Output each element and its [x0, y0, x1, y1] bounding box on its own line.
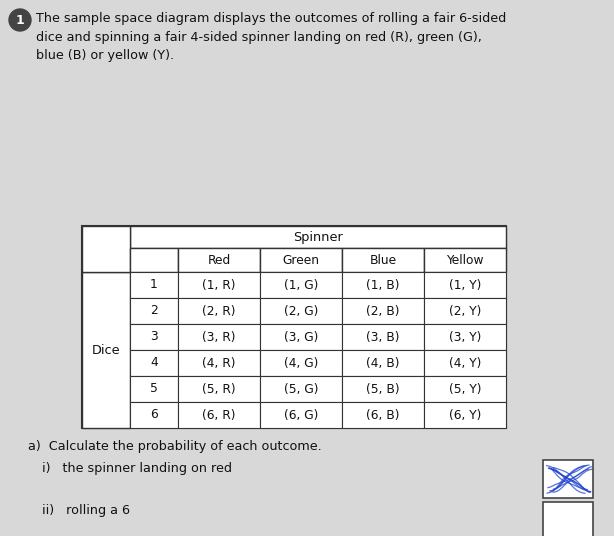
Text: i)   the spinner landing on red: i) the spinner landing on red: [42, 462, 232, 475]
Bar: [178, 298, 260, 324]
Text: 4: 4: [150, 356, 158, 369]
Bar: [130, 248, 178, 272]
Text: (4, B): (4, B): [366, 356, 400, 369]
Bar: [424, 350, 506, 376]
Text: (1, B): (1, B): [366, 279, 400, 292]
Circle shape: [9, 9, 31, 31]
Text: (3, B): (3, B): [366, 331, 400, 344]
Text: (5, B): (5, B): [366, 383, 400, 396]
Bar: [260, 248, 342, 272]
Text: (1, R): (1, R): [202, 279, 236, 292]
Text: (1, Y): (1, Y): [449, 279, 481, 292]
Text: 1: 1: [15, 13, 25, 26]
Bar: [130, 226, 506, 248]
Bar: [178, 248, 260, 272]
Text: (2, B): (2, B): [366, 304, 400, 317]
Text: (6, R): (6, R): [202, 408, 236, 421]
Bar: [424, 298, 506, 324]
Text: 6: 6: [150, 408, 158, 421]
Text: a)  Calculate the probability of each outcome.: a) Calculate the probability of each out…: [28, 440, 322, 453]
Text: (3, R): (3, R): [202, 331, 236, 344]
Text: (4, Y): (4, Y): [449, 356, 481, 369]
Text: (3, G): (3, G): [284, 331, 318, 344]
Bar: [424, 324, 506, 350]
Text: (2, Y): (2, Y): [449, 304, 481, 317]
Bar: [260, 376, 342, 402]
Text: (5, G): (5, G): [284, 383, 318, 396]
Text: 3: 3: [150, 331, 158, 344]
Bar: [82, 226, 130, 272]
Bar: [543, 502, 593, 536]
Text: (5, Y): (5, Y): [449, 383, 481, 396]
Text: (2, G): (2, G): [284, 304, 318, 317]
Bar: [342, 324, 424, 350]
Text: 1: 1: [150, 279, 158, 292]
Bar: [260, 272, 342, 298]
Bar: [424, 272, 506, 298]
Bar: [260, 350, 342, 376]
Text: Spinner: Spinner: [293, 230, 343, 243]
Text: (5, R): (5, R): [202, 383, 236, 396]
Bar: [130, 298, 178, 324]
Bar: [130, 324, 178, 350]
Bar: [130, 402, 178, 428]
Bar: [260, 324, 342, 350]
Text: (4, G): (4, G): [284, 356, 318, 369]
Text: (4, R): (4, R): [202, 356, 236, 369]
Bar: [342, 350, 424, 376]
Bar: [342, 376, 424, 402]
Bar: [260, 298, 342, 324]
Bar: [424, 402, 506, 428]
Bar: [82, 272, 130, 428]
Bar: [130, 272, 178, 298]
Bar: [342, 248, 424, 272]
Text: Dice: Dice: [91, 344, 120, 356]
Text: Green: Green: [282, 254, 319, 266]
Text: (6, Y): (6, Y): [449, 408, 481, 421]
Text: (3, Y): (3, Y): [449, 331, 481, 344]
Bar: [342, 298, 424, 324]
Text: Yellow: Yellow: [446, 254, 484, 266]
Bar: [178, 402, 260, 428]
Text: Blue: Blue: [370, 254, 397, 266]
Text: (1, G): (1, G): [284, 279, 318, 292]
Bar: [178, 350, 260, 376]
Bar: [424, 376, 506, 402]
Text: Red: Red: [208, 254, 231, 266]
Bar: [130, 350, 178, 376]
Bar: [260, 402, 342, 428]
Text: (2, R): (2, R): [202, 304, 236, 317]
Text: 2: 2: [150, 304, 158, 317]
Text: (6, G): (6, G): [284, 408, 318, 421]
Bar: [342, 272, 424, 298]
Text: ii)   rolling a 6: ii) rolling a 6: [42, 504, 130, 517]
Bar: [82, 226, 506, 428]
Bar: [543, 460, 593, 498]
Bar: [342, 402, 424, 428]
Text: 5: 5: [150, 383, 158, 396]
Bar: [130, 376, 178, 402]
Text: (6, B): (6, B): [366, 408, 400, 421]
Bar: [178, 272, 260, 298]
Bar: [178, 376, 260, 402]
Bar: [178, 324, 260, 350]
Bar: [424, 248, 506, 272]
Text: The sample space diagram displays the outcomes of rolling a fair 6-sided
dice an: The sample space diagram displays the ou…: [36, 12, 507, 62]
